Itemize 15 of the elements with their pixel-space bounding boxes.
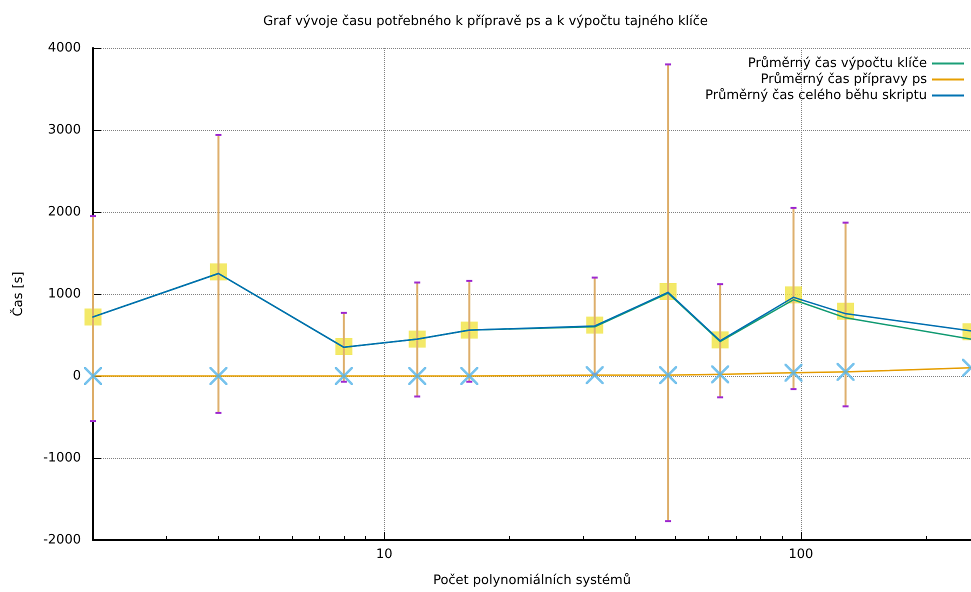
y-axis-title: Čas [s] bbox=[9, 272, 26, 316]
x-tick-label: 100 bbox=[788, 547, 814, 562]
legend-label: Průměrný čas výpočtu klíče bbox=[748, 55, 927, 71]
y-tick-label: 4000 bbox=[48, 40, 81, 56]
y-tick-label: 0 bbox=[72, 368, 81, 384]
y-tick-label: -1000 bbox=[43, 450, 81, 466]
legend-label: Průměrný čas celého běhu skriptu bbox=[705, 87, 927, 103]
x-tick-label: 10 bbox=[376, 547, 393, 562]
y-tick-label: -2000 bbox=[43, 532, 81, 548]
y-tick-label: 3000 bbox=[48, 122, 81, 138]
y-tick-label: 2000 bbox=[48, 204, 81, 220]
legend-label: Průměrný čas přípravy ps bbox=[760, 71, 928, 87]
chart-title: Graf vývoje času potřebného k přípravě ps a k výpočtu tajného klíče bbox=[263, 14, 708, 29]
y-tick-label: 1000 bbox=[48, 286, 81, 302]
x-axis-title: Počet polynomiálních systémů bbox=[433, 572, 631, 588]
